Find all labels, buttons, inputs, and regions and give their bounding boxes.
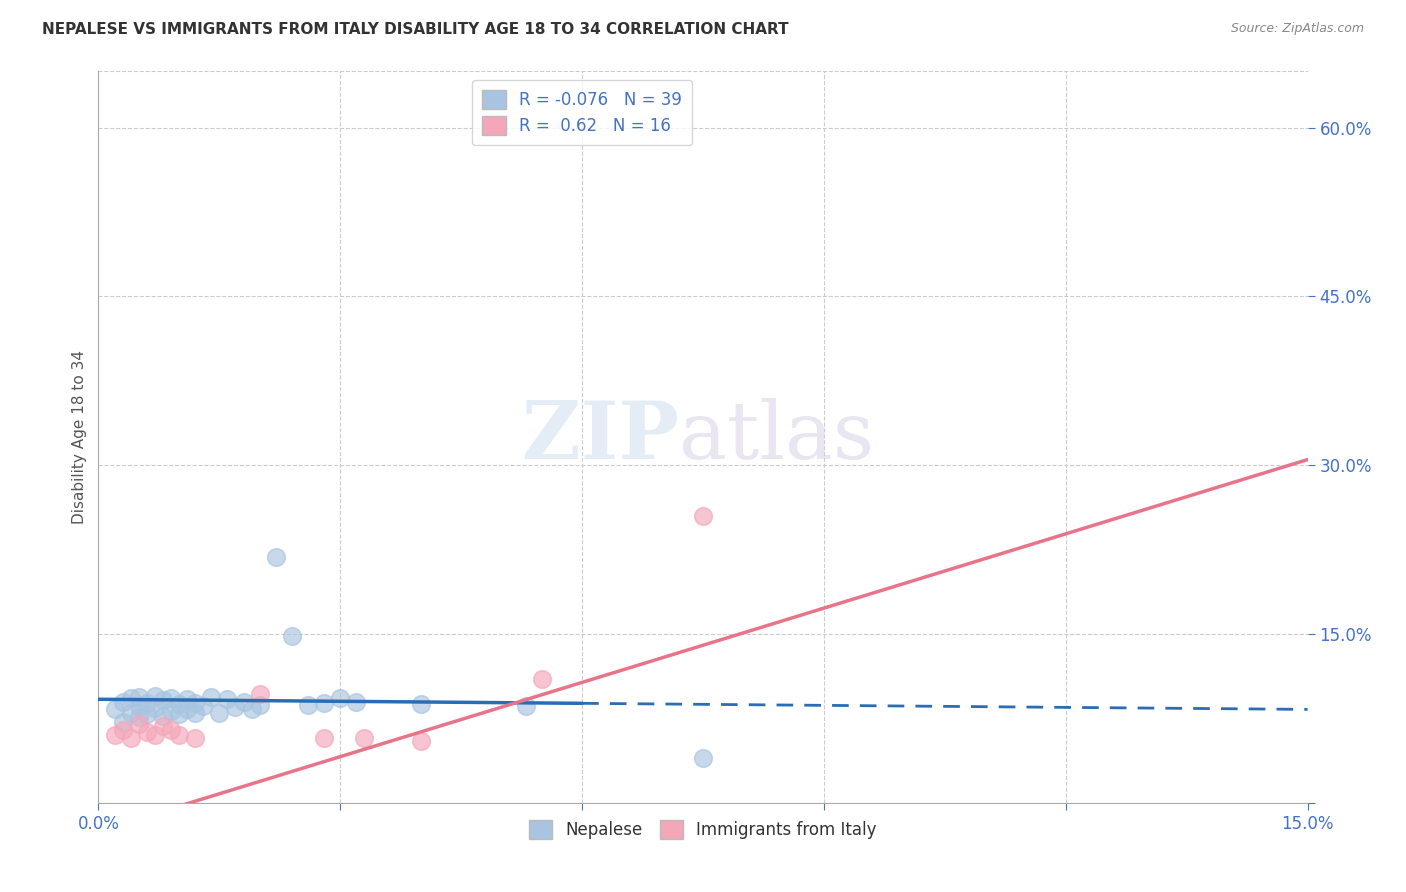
Point bbox=[297, 698, 319, 712]
Text: ZIP: ZIP bbox=[522, 398, 679, 476]
Point bbox=[120, 731, 142, 745]
Point bbox=[135, 725, 157, 739]
Point bbox=[184, 696, 207, 710]
Point bbox=[193, 699, 215, 714]
Point bbox=[281, 629, 304, 643]
Point bbox=[152, 709, 174, 723]
Point bbox=[176, 692, 198, 706]
Point bbox=[249, 698, 271, 712]
Point bbox=[409, 697, 432, 711]
Point bbox=[224, 700, 246, 714]
Point bbox=[128, 710, 150, 724]
Point bbox=[200, 690, 222, 704]
Point bbox=[128, 690, 150, 704]
Point bbox=[249, 687, 271, 701]
Point bbox=[176, 702, 198, 716]
Point bbox=[692, 508, 714, 523]
Point bbox=[120, 691, 142, 706]
Point bbox=[208, 706, 231, 720]
Point bbox=[143, 728, 166, 742]
Point bbox=[160, 691, 183, 706]
Point bbox=[103, 728, 125, 742]
Point bbox=[128, 717, 150, 731]
Legend: Nepalese, Immigrants from Italy: Nepalese, Immigrants from Italy bbox=[523, 814, 883, 846]
Point bbox=[344, 694, 367, 708]
Y-axis label: Disability Age 18 to 34: Disability Age 18 to 34 bbox=[72, 350, 87, 524]
Point bbox=[167, 728, 190, 742]
Text: NEPALESE VS IMMIGRANTS FROM ITALY DISABILITY AGE 18 TO 34 CORRELATION CHART: NEPALESE VS IMMIGRANTS FROM ITALY DISABI… bbox=[42, 22, 789, 37]
Point bbox=[264, 550, 287, 565]
Point bbox=[143, 701, 166, 715]
Point bbox=[232, 694, 254, 708]
Point bbox=[530, 672, 553, 686]
Text: Source: ZipAtlas.com: Source: ZipAtlas.com bbox=[1230, 22, 1364, 36]
Point bbox=[167, 697, 190, 711]
Point bbox=[120, 706, 142, 720]
Point bbox=[353, 731, 375, 745]
Point bbox=[143, 689, 166, 703]
Point bbox=[329, 691, 352, 706]
Point bbox=[184, 706, 207, 720]
Point bbox=[160, 704, 183, 718]
Point bbox=[111, 714, 134, 729]
Point bbox=[128, 699, 150, 714]
Point bbox=[409, 734, 432, 748]
Point bbox=[314, 731, 336, 745]
Point bbox=[152, 693, 174, 707]
Text: atlas: atlas bbox=[679, 398, 875, 476]
Point bbox=[135, 706, 157, 721]
Point bbox=[152, 719, 174, 733]
Point bbox=[111, 694, 134, 708]
Point bbox=[160, 723, 183, 737]
Point bbox=[240, 702, 263, 716]
Point bbox=[692, 751, 714, 765]
Point bbox=[184, 731, 207, 745]
Point bbox=[111, 723, 134, 737]
Point bbox=[515, 699, 537, 714]
Point bbox=[135, 696, 157, 710]
Point bbox=[217, 692, 239, 706]
Point bbox=[314, 696, 336, 710]
Point bbox=[103, 702, 125, 716]
Point bbox=[167, 706, 190, 721]
